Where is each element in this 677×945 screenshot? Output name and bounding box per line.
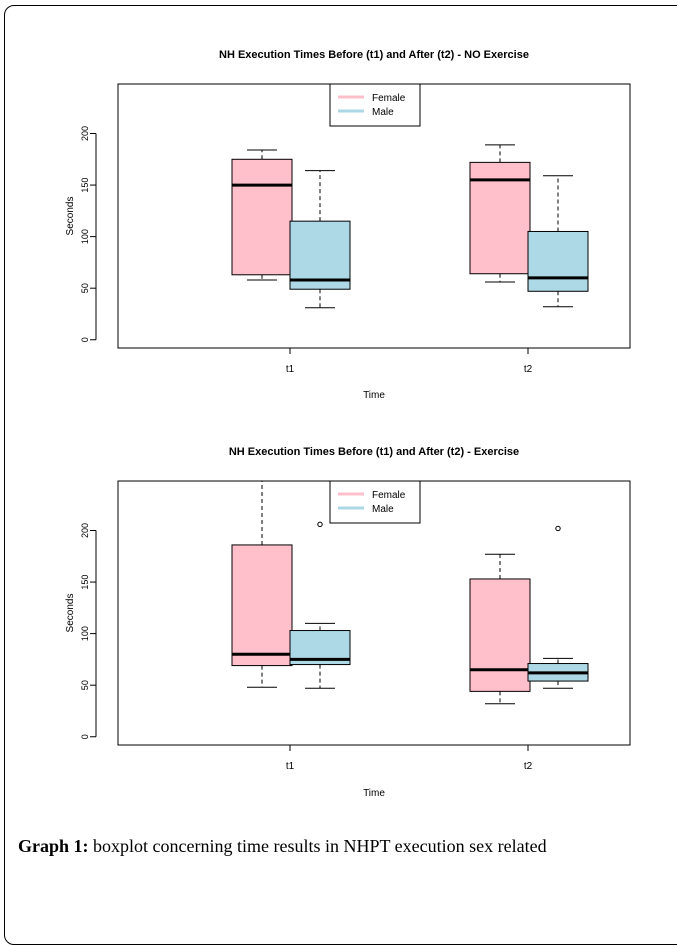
figure-caption: Graph 1: boxplot concerning time results… xyxy=(18,833,668,860)
outlier-point xyxy=(555,525,561,532)
box-female-t1 xyxy=(231,480,293,688)
chart-title: NH Execution Times Before (t1) and After… xyxy=(219,49,529,61)
caption-label: Graph 1: xyxy=(18,836,89,856)
box-female-t1 xyxy=(231,149,293,281)
iqr-box xyxy=(527,230,589,292)
y-tick-label: 100 xyxy=(80,626,90,641)
legend-label: Female xyxy=(372,490,406,501)
legend: Female Male xyxy=(329,83,421,127)
x-axis-label: Time xyxy=(363,788,385,799)
y-tick-label: 150 xyxy=(80,575,90,590)
x-tick-label: t2 xyxy=(524,761,533,772)
legend: Female Male xyxy=(329,480,421,524)
chart-2: NH Execution Times Before (t1) and After… xyxy=(65,446,631,799)
legend-label: Male xyxy=(372,107,394,118)
box-male-t2 xyxy=(527,525,589,689)
box-male-t1 xyxy=(289,521,351,689)
x-tick-label: t1 xyxy=(286,364,295,375)
chart-title: NH Execution Times Before (t1) and After… xyxy=(229,446,519,458)
y-tick-label: 0 xyxy=(80,734,90,739)
y-tick-label: 0 xyxy=(80,337,90,342)
x-tick-label: t1 xyxy=(286,761,295,772)
iqr-box xyxy=(231,158,293,276)
box-female-t2 xyxy=(469,553,531,705)
box-male-t1 xyxy=(289,170,351,309)
boxplot-figure: NH Execution Times Before (t1) and After… xyxy=(65,49,631,799)
legend-box xyxy=(329,83,421,127)
iqr-box xyxy=(469,578,531,692)
x-axis-label: Time xyxy=(363,390,385,401)
y-tick-label: 50 xyxy=(80,283,90,293)
outlier-point xyxy=(317,521,323,528)
legend-label: Female xyxy=(372,93,406,104)
chart-1: NH Execution Times Before (t1) and After… xyxy=(65,49,631,401)
box-female-t2 xyxy=(469,144,531,283)
iqr-box xyxy=(289,220,351,290)
legend-label: Male xyxy=(372,504,394,515)
y-tick-label: 200 xyxy=(80,523,90,538)
y-tick-label: 200 xyxy=(80,126,90,141)
caption-text: boxplot concerning time results in NHPT … xyxy=(88,836,547,856)
y-axis-label: Seconds xyxy=(65,594,76,633)
iqr-box xyxy=(231,544,293,667)
box-male-t2 xyxy=(527,175,589,308)
y-axis-label: Seconds xyxy=(65,197,76,236)
y-tick-label: 100 xyxy=(80,229,90,244)
y-tick-label: 150 xyxy=(80,178,90,193)
x-tick-label: t2 xyxy=(524,364,533,375)
y-tick-label: 50 xyxy=(80,680,90,690)
legend-box xyxy=(329,480,421,524)
